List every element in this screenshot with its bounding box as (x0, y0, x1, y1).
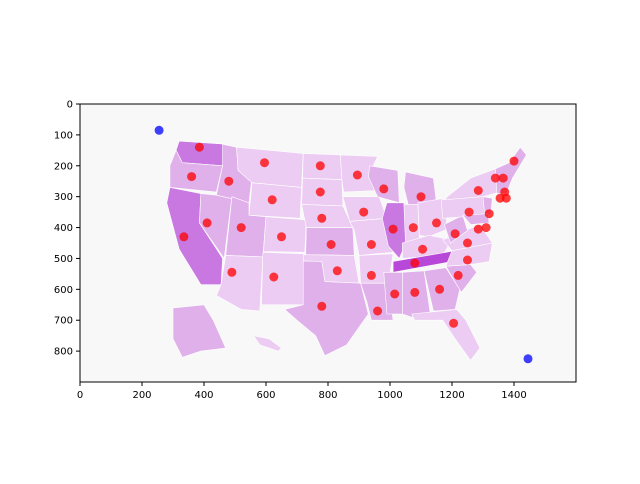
x-axis: 0 200 400 600 800 1000 1200 1400 (77, 382, 527, 401)
red-point (418, 244, 428, 254)
red-point (267, 195, 277, 205)
red-point (450, 229, 460, 239)
red-point (194, 142, 204, 152)
x-tick-label: 0 (77, 390, 83, 401)
state-florida (411, 309, 481, 361)
state-kentucky (402, 234, 453, 259)
x-tick-label: 200 (132, 390, 151, 401)
red-point (473, 224, 483, 234)
x-tick-label: 400 (194, 390, 213, 401)
blue-point (523, 354, 533, 364)
state-ohio (417, 197, 448, 238)
y-tick-label: 0 (67, 100, 73, 111)
state-oregon (169, 149, 223, 193)
state-louisiana (360, 282, 394, 321)
red-point (332, 266, 342, 276)
y-tick-label: 300 (54, 192, 73, 203)
y-tick-label: 500 (54, 254, 73, 265)
red-point (473, 186, 483, 195)
red-point (481, 223, 491, 233)
red-point (463, 255, 472, 265)
red-point (366, 240, 376, 249)
red-point (227, 267, 237, 277)
x-tick-label: 600 (256, 390, 275, 401)
red-point (352, 170, 362, 180)
red-point (315, 187, 325, 197)
red-point (359, 207, 369, 217)
red-point (495, 193, 505, 203)
state-hawaii (252, 335, 282, 352)
red-point (484, 209, 494, 219)
red-point (449, 318, 459, 328)
red-point (410, 258, 420, 268)
red-point (315, 161, 325, 171)
state-alaska (172, 304, 227, 358)
red-point (464, 207, 474, 217)
red-point (179, 232, 189, 242)
red-point (432, 218, 441, 228)
y-tick-label: 700 (54, 316, 73, 327)
y-axis: 0 100 200 300 400 500 600 700 800 (54, 100, 80, 358)
red-point (390, 289, 400, 299)
red-point (490, 173, 500, 183)
red-point (463, 238, 472, 248)
x-tick-label: 800 (318, 390, 337, 401)
state-west-virginia (443, 214, 468, 244)
red-point (410, 287, 420, 297)
blue-point (154, 125, 164, 135)
red-point (326, 240, 336, 249)
red-point (388, 224, 398, 234)
y-tick-label: 600 (54, 285, 73, 296)
state-new-mexico (261, 251, 306, 306)
y-tick-label: 800 (54, 347, 73, 358)
red-point (317, 213, 327, 223)
red-point (366, 270, 376, 280)
y-tick-label: 400 (54, 223, 73, 234)
y-tick-label: 200 (54, 161, 73, 172)
red-point (202, 218, 212, 228)
red-point (187, 172, 197, 182)
x-tick-label: 1000 (377, 390, 402, 401)
red-point (501, 193, 511, 203)
x-tick-label: 1400 (501, 390, 526, 401)
red-point (373, 306, 383, 316)
red-point (453, 270, 463, 280)
usa-states-map (166, 140, 527, 361)
red-point (509, 156, 519, 166)
red-point (416, 192, 426, 202)
state-texas (283, 260, 369, 357)
red-point (224, 176, 234, 186)
red-point (408, 223, 418, 233)
red-point (277, 232, 286, 242)
red-point (317, 301, 327, 311)
red-point (269, 272, 279, 282)
state-missouri (349, 217, 394, 256)
red-point (379, 184, 389, 194)
red-point (435, 284, 445, 294)
scatter-points (154, 125, 533, 364)
state-wisconsin (367, 165, 400, 204)
x-tick-label: 1200 (439, 390, 464, 401)
y-tick-label: 100 (54, 130, 73, 141)
red-point (260, 158, 269, 168)
red-point (498, 173, 508, 183)
red-point (236, 223, 246, 233)
